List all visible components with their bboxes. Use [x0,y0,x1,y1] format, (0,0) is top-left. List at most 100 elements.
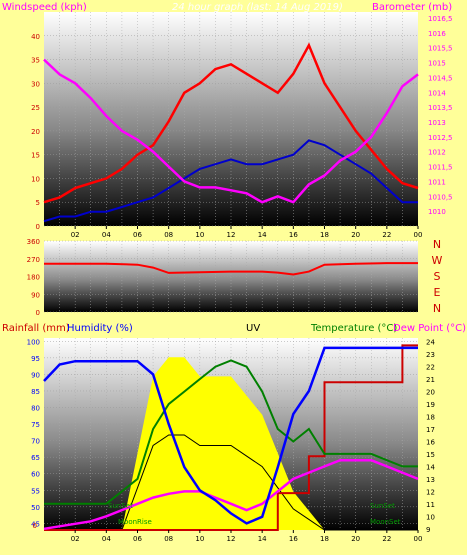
y2-tick-label: 1016,5 [428,15,453,23]
y-tick-label: 25 [31,104,40,112]
x-tick-label: 02 [71,535,80,543]
wind-panel-bg [44,12,418,226]
uv-label: UV [246,323,260,334]
y-tick-label: 40 [31,33,40,41]
direction-label: S [434,270,441,283]
humidity-tick-label: 95 [31,355,40,363]
sunset-right-label: SunSet [370,502,395,510]
temp-tick-label: 21 [426,376,435,384]
x-tick-label: 10 [195,535,204,543]
x-tick-label: 06 [133,231,142,239]
temp-tick-label: 18 [426,414,435,422]
x-tick-label: 08 [164,231,173,239]
sunset-left-label: SunSet [108,502,133,510]
y2-tick-label: 1010 [428,208,446,216]
humidity-label: Humidity (%) [67,323,133,334]
header-left-label: Windspeed (kph) [2,2,87,13]
x-tick-label: 16 [289,231,298,239]
x-tick-label: 16 [289,535,298,543]
humidity-tick-label: 80 [31,405,40,413]
rain-label: Rainfall (mm) [2,323,70,334]
wind-gust-series [43,42,419,204]
x-tick-label: 10 [195,231,204,239]
x-tick-label: 14 [258,231,267,239]
y2-tick-label: 1012 [428,149,446,157]
humidity-tick-label: 90 [31,371,40,379]
y-tick-label: 0 [36,223,40,231]
y-tick-label: 15 [31,152,40,160]
y2-tick-label: 1016 [428,30,446,38]
temp-tick-label: 24 [426,339,435,347]
dewpoint-label: Dew Point (°C) [393,323,466,334]
temp-tick-label: 22 [426,364,435,372]
y2-tick-label: 1013 [428,119,446,127]
y2-tick-label: 1011,5 [428,164,453,172]
x-tick-label: 00 [414,535,423,543]
temp-tick-label: 10 [426,513,435,521]
y-tick-label: 20 [31,128,40,136]
moonrise-label: MoonRise [118,518,152,526]
temperature-series [44,359,418,505]
temp-tick-label: 23 [426,351,435,359]
humidity-tick-label: 55 [31,487,40,495]
x-tick-label: 18 [320,231,329,239]
y-tick-label: 30 [31,80,40,88]
temp-tick-label: 13 [426,476,435,484]
y2-tick-label: 1013,5 [428,104,453,112]
temp-tick-label: 15 [426,451,435,459]
x-tick-label: 04 [102,231,111,239]
x-tick-label: 06 [133,535,142,543]
x-tick-label: 22 [382,231,391,239]
temp-tick-label: 16 [426,438,435,446]
header-title: 24 hour graph (last: 14 Aug 2019) [172,2,343,13]
x-tick-label: 00 [414,231,423,239]
x-tick-label: 20 [351,231,360,239]
y2-tick-label: 1011 [428,178,446,186]
humidity-tick-label: 75 [31,421,40,429]
temp-tick-label: 14 [426,463,435,471]
x-tick-label: 14 [258,535,267,543]
humidity-tick-label: 60 [31,471,40,479]
x-tick-label: 18 [320,535,329,543]
x-tick-label: 22 [382,535,391,543]
dir-tick-label: 360 [27,238,40,246]
y2-tick-label: 1015,5 [428,45,453,53]
temp-tick-label: 12 [426,488,435,496]
x-tick-label: 02 [71,231,80,239]
direction-label: N [433,302,441,315]
dir-tick-label: 0 [36,309,40,317]
barometer-series [43,58,419,204]
y2-tick-label: 1010,5 [428,193,453,201]
humidity-series [43,346,418,525]
y-tick-label: 10 [31,175,40,183]
dir-tick-label: 180 [27,274,40,282]
humidity-tick-label: 65 [31,454,40,462]
temp-tick-label: 11 [426,501,435,509]
humidity-tick-label: 45 [31,520,40,528]
dir-tick-label: 270 [27,256,40,264]
y2-tick-label: 1015 [428,60,446,68]
dir-tick-label: 90 [31,291,40,299]
direction-label: N [433,238,441,251]
humidity-tick-label: 85 [31,388,40,396]
y2-tick-label: 1012,5 [428,134,453,142]
temp-tick-label: 20 [426,389,435,397]
y-tick-label: 5 [36,199,40,207]
moonset-label: MoonSet [370,518,401,526]
x-tick-label: 04 [102,535,111,543]
temp-tick-label: 19 [426,401,435,409]
rain-zero-label: 0 [33,522,37,530]
x-tick-label: 08 [164,535,173,543]
temp-tick-label: 17 [426,426,435,434]
x-tick-label: 20 [351,535,360,543]
header-right-label: Barometer (mb) [372,2,452,13]
humidity-tick-label: 70 [31,438,40,446]
humidity-tick-label: 100 [27,338,40,346]
wind-direction-series [44,262,418,276]
direction-label: W [432,254,443,267]
direction-label: E [434,286,441,299]
wind-avg-series [43,139,418,223]
temperature-label: Temperature (°C) [310,323,397,334]
y-tick-label: 35 [31,57,40,65]
x-tick-label: 12 [227,535,236,543]
